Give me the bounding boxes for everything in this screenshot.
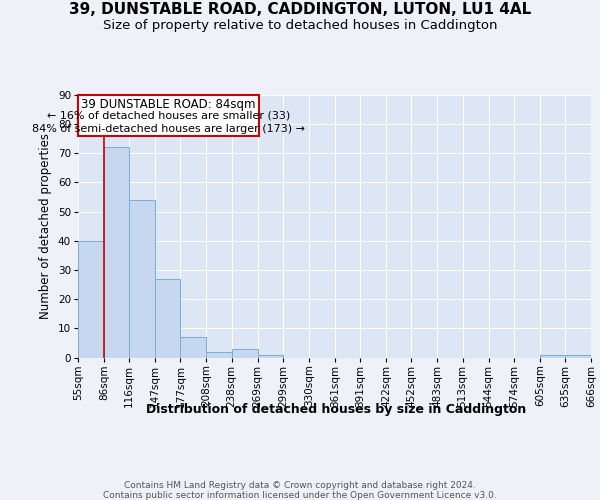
FancyBboxPatch shape (78, 95, 259, 136)
Bar (565, 354, 591, 358)
Bar (155, 279, 181, 357)
Bar (129, 200, 155, 358)
Bar (206, 352, 232, 358)
Text: 39, DUNSTABLE ROAD, CADDINGTON, LUTON, LU1 4AL: 39, DUNSTABLE ROAD, CADDINGTON, LUTON, L… (69, 2, 531, 18)
Text: Contains HM Land Registry data © Crown copyright and database right 2024.: Contains HM Land Registry data © Crown c… (124, 481, 476, 490)
Text: 84% of semi-detached houses are larger (173) →: 84% of semi-detached houses are larger (… (32, 124, 305, 134)
Bar (78, 241, 104, 358)
Text: Contains public sector information licensed under the Open Government Licence v3: Contains public sector information licen… (103, 491, 497, 500)
Y-axis label: Number of detached properties: Number of detached properties (40, 133, 52, 320)
Bar (104, 148, 129, 358)
Text: 39 DUNSTABLE ROAD: 84sqm: 39 DUNSTABLE ROAD: 84sqm (81, 98, 256, 111)
Bar (181, 337, 206, 357)
Bar (540, 354, 565, 358)
Text: ← 16% of detached houses are smaller (33): ← 16% of detached houses are smaller (33… (47, 111, 290, 121)
Text: Distribution of detached houses by size in Caddington: Distribution of detached houses by size … (146, 402, 526, 415)
Text: Size of property relative to detached houses in Caddington: Size of property relative to detached ho… (103, 18, 497, 32)
Bar (257, 354, 283, 358)
Bar (232, 349, 257, 358)
